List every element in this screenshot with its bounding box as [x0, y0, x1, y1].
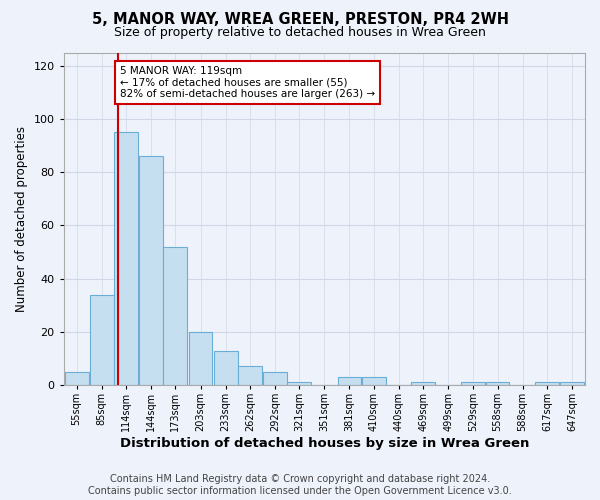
Bar — [411, 382, 435, 385]
Text: 5, MANOR WAY, WREA GREEN, PRESTON, PR4 2WH: 5, MANOR WAY, WREA GREEN, PRESTON, PR4 2… — [91, 12, 509, 28]
Bar — [560, 382, 584, 385]
Bar — [139, 156, 163, 385]
Y-axis label: Number of detached properties: Number of detached properties — [15, 126, 28, 312]
Bar — [535, 382, 559, 385]
Bar — [485, 382, 509, 385]
Bar — [163, 247, 187, 385]
Bar — [338, 377, 361, 385]
Bar — [214, 350, 238, 385]
Bar — [263, 372, 287, 385]
Text: Contains HM Land Registry data © Crown copyright and database right 2024.
Contai: Contains HM Land Registry data © Crown c… — [88, 474, 512, 496]
Bar — [238, 366, 262, 385]
Bar — [287, 382, 311, 385]
Bar — [362, 377, 386, 385]
Text: 5 MANOR WAY: 119sqm
← 17% of detached houses are smaller (55)
82% of semi-detach: 5 MANOR WAY: 119sqm ← 17% of detached ho… — [120, 66, 375, 99]
Bar — [90, 294, 114, 385]
Bar — [65, 372, 89, 385]
X-axis label: Distribution of detached houses by size in Wrea Green: Distribution of detached houses by size … — [119, 437, 529, 450]
Text: Size of property relative to detached houses in Wrea Green: Size of property relative to detached ho… — [114, 26, 486, 39]
Bar — [461, 382, 485, 385]
Bar — [114, 132, 138, 385]
Bar — [188, 332, 212, 385]
